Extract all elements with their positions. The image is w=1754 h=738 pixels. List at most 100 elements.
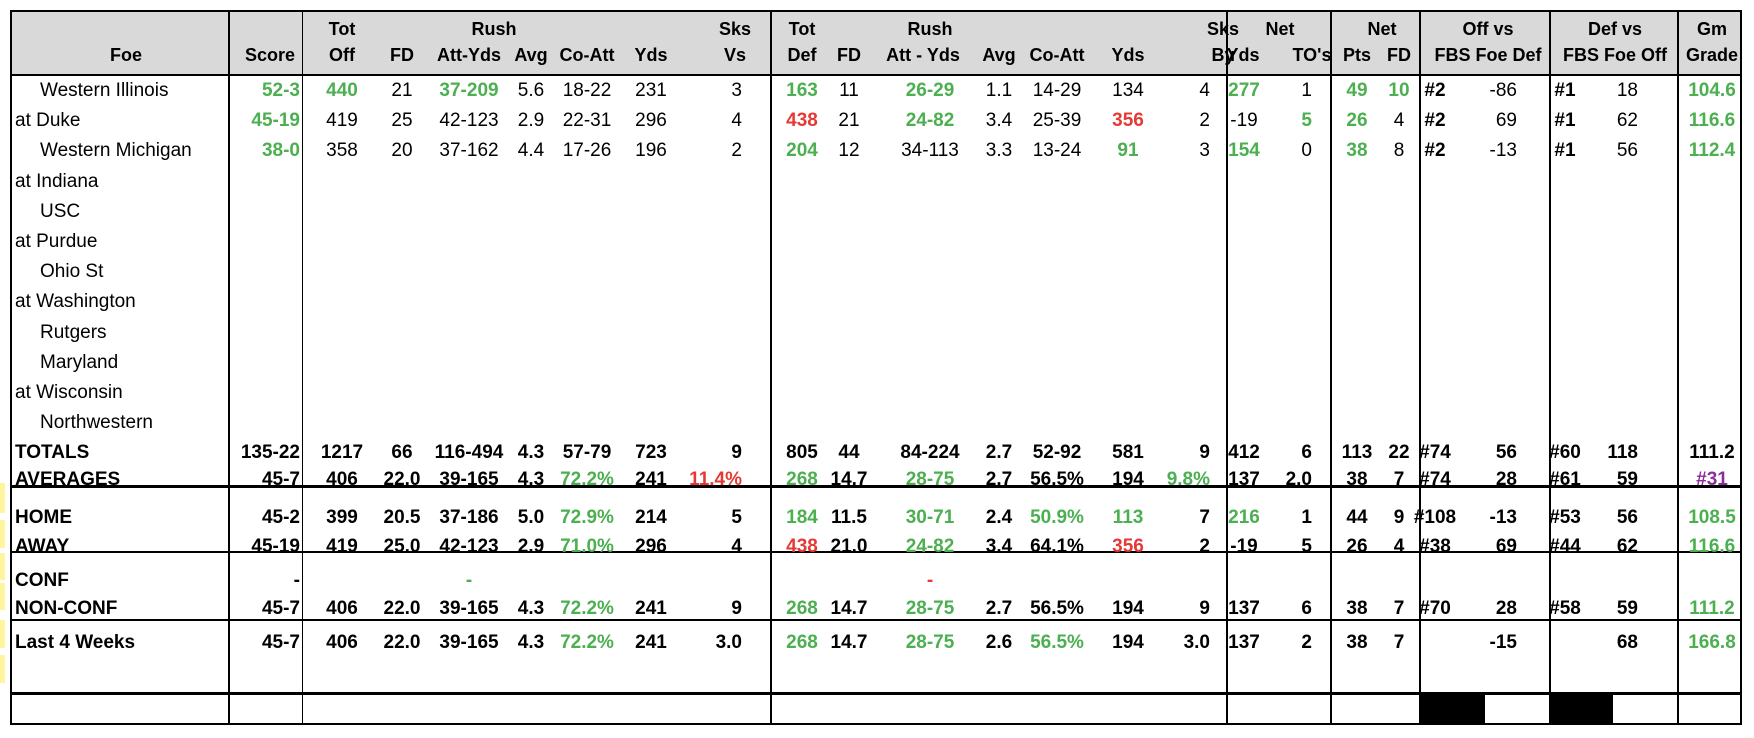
table-cell: 59 xyxy=(1616,469,1638,490)
table-cell: 7 xyxy=(1393,632,1405,653)
table-cell: 12 xyxy=(838,140,860,162)
table-cell: 34-113 xyxy=(901,140,959,162)
table-cell: 113 xyxy=(1341,442,1373,463)
table-cell: 2.7 xyxy=(985,598,1013,619)
table-cell: 9.8% xyxy=(1166,469,1210,490)
table-cell: 56.5% xyxy=(1030,598,1084,619)
table-cell: 38 xyxy=(1346,598,1368,619)
table-cell: 21 xyxy=(838,110,860,132)
section-divider xyxy=(12,551,1740,553)
header-label: FBS Foe Off xyxy=(1563,45,1667,65)
table-cell: 412 xyxy=(1228,442,1260,463)
table-cell: #74 xyxy=(1419,469,1451,490)
table-cell: 8 xyxy=(1393,140,1405,162)
header-label: Rush xyxy=(471,19,517,39)
table-cell: 5.6 xyxy=(517,80,545,101)
header-label: Avg xyxy=(514,45,548,65)
table-cell: 118 xyxy=(1607,442,1638,463)
foe-name: at Duke xyxy=(15,110,81,132)
table-cell: 7 xyxy=(1393,598,1405,619)
table-cell: 10 xyxy=(1388,80,1410,101)
table-cell: 26-29 xyxy=(905,80,955,101)
table-cell: 11 xyxy=(839,80,859,101)
table-cell: 112.4 xyxy=(1688,140,1736,162)
header-label: Rush xyxy=(907,19,953,39)
table-cell: 56.5% xyxy=(1030,469,1084,490)
table-cell: 18-22 xyxy=(562,80,612,101)
table-cell: 216 xyxy=(1228,507,1260,528)
table-cell: 20.5 xyxy=(383,507,421,528)
header-label: Sks xyxy=(1206,19,1240,39)
foe-name: at Indiana xyxy=(15,170,99,192)
header-label: Off xyxy=(329,45,355,65)
table-cell: 72.2% xyxy=(560,598,614,619)
column-divider xyxy=(302,12,303,723)
table-cell: 14.7 xyxy=(830,632,868,653)
table-cell: 6 xyxy=(1301,598,1312,619)
blank-cell xyxy=(1551,694,1613,725)
summary-label: AVERAGES xyxy=(15,469,121,490)
header-label: FD xyxy=(390,45,414,65)
table-cell: 44 xyxy=(838,442,860,463)
table-cell: 9 xyxy=(1199,442,1210,463)
table-cell: 111.2 xyxy=(1689,598,1735,619)
table-cell: 2.7 xyxy=(985,469,1013,490)
foe-name: at Purdue xyxy=(15,231,98,252)
table-cell: 22.0 xyxy=(383,469,421,490)
table-cell: 4 xyxy=(731,110,742,132)
table-cell: 28-75 xyxy=(905,598,955,619)
header-label: FD xyxy=(1387,45,1411,65)
table-cell: 214 xyxy=(635,507,667,528)
column-divider xyxy=(1549,12,1551,723)
table-cell: 45-19 xyxy=(251,110,300,132)
table-cell: 399 xyxy=(326,507,358,528)
table-cell: 26 xyxy=(1346,110,1368,132)
table-cell: 9 xyxy=(1199,598,1210,619)
table-cell: 268 xyxy=(786,632,818,653)
table-cell: 3.4 xyxy=(985,110,1013,132)
table-cell: 358 xyxy=(326,140,358,162)
header-label: FBS Foe Def xyxy=(1434,45,1542,65)
table-cell: 28 xyxy=(1495,598,1517,619)
table-cell: 4.3 xyxy=(517,632,545,653)
table-cell: 196 xyxy=(635,140,667,162)
table-cell: 38 xyxy=(1346,469,1368,490)
header-label: Co-Att xyxy=(1029,45,1085,65)
foe-name: USC xyxy=(40,200,81,222)
table-cell: 4.3 xyxy=(517,442,545,463)
table-cell: 9 xyxy=(1393,507,1405,528)
summary-label: CONF xyxy=(15,570,69,591)
table-cell: 241 xyxy=(635,632,667,653)
table-cell: 2.6 xyxy=(985,632,1013,653)
table-cell: 24-82 xyxy=(905,110,955,132)
table-cell: 38-0 xyxy=(261,140,300,162)
table-cell: 22.0 xyxy=(383,598,421,619)
table-cell: 277 xyxy=(1228,80,1260,101)
table-cell: #31 xyxy=(1696,469,1728,490)
table-cell: 5 xyxy=(731,507,742,528)
table-cell: #74 xyxy=(1419,442,1451,463)
table-cell: 49 xyxy=(1346,80,1368,101)
table-cell: 163 xyxy=(786,80,818,101)
table-cell: 356 xyxy=(1112,110,1144,132)
row-marker xyxy=(0,655,5,683)
header-label: Tot xyxy=(788,19,816,39)
section-divider xyxy=(12,619,1740,621)
foe-name: at Wisconsin xyxy=(15,382,123,403)
header-label: Pts xyxy=(1342,45,1372,65)
table-cell: 104.6 xyxy=(1688,80,1736,101)
table-cell: 5.0 xyxy=(517,507,545,528)
section-divider xyxy=(12,692,1740,695)
table-cell: 38 xyxy=(1346,140,1368,162)
table-cell: 84-224 xyxy=(900,442,960,463)
table-cell: 1 xyxy=(1301,80,1312,101)
table-cell: 22-31 xyxy=(562,110,612,132)
table-cell: 37-162 xyxy=(439,140,499,162)
header-label: Score xyxy=(244,45,296,65)
table-cell: 116.6 xyxy=(1688,110,1736,132)
table-cell: 28 xyxy=(1495,469,1517,490)
header-label: Yds xyxy=(1111,45,1145,65)
table-cell: 56 xyxy=(1616,140,1638,162)
table-cell: 56 xyxy=(1616,507,1638,528)
foe-name: Rutgers xyxy=(40,321,107,343)
